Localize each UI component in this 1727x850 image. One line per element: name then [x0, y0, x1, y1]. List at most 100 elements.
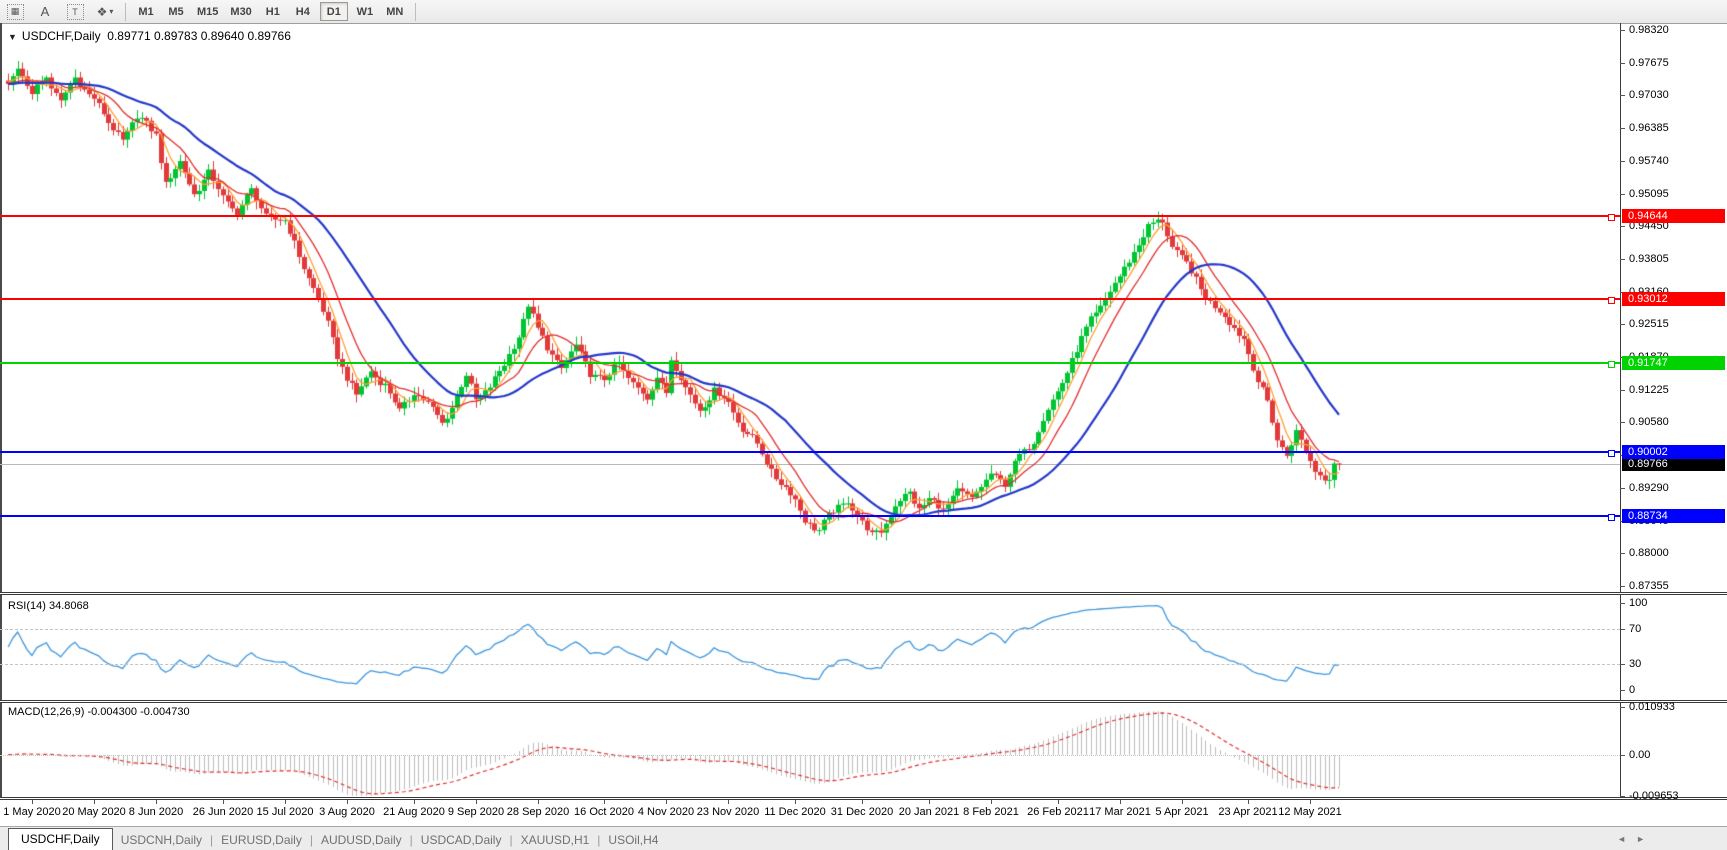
- chart-tab-bar: USDCHF,Daily USDCNH,Daily | EURUSD,Daily | AU…: [0, 826, 1727, 850]
- support-line-2[interactable]: [0, 515, 1620, 517]
- price-tick-mark: [1620, 586, 1625, 587]
- price-tick-mark: [1620, 63, 1625, 64]
- support-line-1-handle[interactable]: [1608, 450, 1615, 457]
- date-label[interactable]: 12 May 2021: [1278, 806, 1342, 818]
- date-tick-mark: [32, 800, 33, 804]
- price-tick-mark: [1620, 553, 1625, 554]
- date-tick-mark: [991, 800, 992, 804]
- collapse-triangle-icon[interactable]: ▼: [8, 32, 17, 42]
- date-label[interactable]: 8 Feb 2021: [963, 806, 1019, 818]
- current-price-label: 0.89766: [1622, 457, 1725, 471]
- tab-scroll-left-icon[interactable]: ◄: [1617, 834, 1627, 844]
- tab-scroll-controls: ◄ ►: [1617, 827, 1727, 850]
- support-line-1[interactable]: [0, 451, 1620, 453]
- date-label[interactable]: 28 Sep 2020: [506, 806, 570, 818]
- rsi-tick-label[interactable]: 100: [1629, 597, 1648, 609]
- quote-low: 0.89640: [200, 29, 245, 43]
- rsi-label: RSI(14) 34.8068: [8, 600, 89, 612]
- tab-usdcad-daily[interactable]: USDCAD,Daily: [420, 833, 502, 847]
- resistance-line-2-price-label: 0.93012: [1622, 292, 1725, 306]
- price-tick-mark: [1620, 324, 1625, 325]
- date-tick-mark: [929, 800, 930, 804]
- price-tick-label[interactable]: 0.90580: [1629, 416, 1669, 428]
- date-label[interactable]: 11 Dec 2020: [764, 806, 826, 818]
- date-tick-mark: [347, 800, 348, 804]
- date-tick-mark: [795, 800, 796, 804]
- date-label[interactable]: 23 Apr 2021: [1218, 806, 1278, 818]
- date-tick-mark: [1120, 800, 1121, 804]
- support-line-2-handle[interactable]: [1608, 514, 1615, 521]
- price-tick-label[interactable]: 0.97030: [1629, 89, 1669, 101]
- date-label[interactable]: 3 Aug 2020: [319, 806, 375, 818]
- rsi-tick-label[interactable]: 0: [1629, 684, 1636, 696]
- tab-xauusd-h1[interactable]: XAUUSD,H1: [520, 833, 590, 847]
- price-tick-mark: [1620, 226, 1625, 227]
- tab-eurusd-daily[interactable]: EURUSD,Daily: [221, 833, 302, 847]
- price-tick-label[interactable]: 0.89290: [1629, 482, 1669, 494]
- macd-zero-line: [0, 755, 1620, 756]
- macd-tick-label[interactable]: -0.009653: [1629, 790, 1679, 802]
- price-tick-label[interactable]: 0.93805: [1629, 253, 1669, 265]
- price-tick-label[interactable]: 0.96385: [1629, 122, 1669, 134]
- macd-tick-mark: [1620, 755, 1625, 756]
- rsi-tick-mark: [1620, 664, 1625, 665]
- price-tick-label[interactable]: 0.87355: [1629, 580, 1669, 592]
- date-tick-mark: [476, 800, 477, 804]
- tab-separator: |: [509, 833, 513, 847]
- price-tick-mark: [1620, 95, 1625, 96]
- tab-separator: |: [210, 833, 214, 847]
- date-label[interactable]: 16 Oct 2020: [574, 806, 634, 818]
- resistance-line-1[interactable]: [0, 215, 1620, 217]
- tab-separator: |: [309, 833, 313, 847]
- price-tick-label[interactable]: 0.98320: [1629, 24, 1669, 36]
- date-tick-mark: [94, 800, 95, 804]
- price-tick-label[interactable]: 0.94450: [1629, 220, 1669, 232]
- macd-tick-label[interactable]: 0.00: [1629, 749, 1651, 761]
- date-label[interactable]: 15 Jul 2020: [256, 806, 314, 818]
- date-tick-mark: [414, 800, 415, 804]
- quote-close: 0.89766: [247, 29, 291, 43]
- resistance-line-2-handle[interactable]: [1608, 297, 1615, 304]
- date-label[interactable]: 4 Nov 2020: [637, 806, 695, 818]
- pivot-line[interactable]: [0, 362, 1620, 364]
- tab-audusd-daily[interactable]: AUDUSD,Daily: [320, 833, 402, 847]
- resistance-line-2[interactable]: [0, 298, 1620, 300]
- date-axis[interactable]: 1 May 2020 20 May 2020 8 Jun 2020 26 Jun…: [0, 800, 1727, 826]
- date-label[interactable]: 8 Jun 2020: [128, 806, 184, 818]
- tab-scroll-right-icon[interactable]: ►: [1636, 834, 1645, 844]
- date-label[interactable]: 20 May 2020: [62, 806, 126, 818]
- date-label[interactable]: 17 Mar 2021: [1089, 806, 1151, 818]
- price-tick-label[interactable]: 0.95740: [1629, 155, 1669, 167]
- date-label[interactable]: 26 Feb 2021: [1027, 806, 1089, 818]
- date-label[interactable]: 21 Aug 2020: [383, 806, 445, 818]
- price-tick-label[interactable]: 0.95095: [1629, 188, 1669, 200]
- rsi-tick-label[interactable]: 70: [1629, 623, 1642, 635]
- pivot-line-handle[interactable]: [1608, 361, 1615, 368]
- date-tick-mark: [1182, 800, 1183, 804]
- date-label[interactable]: 1 May 2020: [3, 806, 61, 818]
- date-label[interactable]: 20 Jan 2021: [898, 806, 960, 818]
- date-label[interactable]: 31 Dec 2020: [830, 806, 894, 818]
- support-line-1-price-label: 0.90002: [1622, 445, 1725, 459]
- price-tick-label[interactable]: 0.97675: [1629, 57, 1669, 69]
- macd-tick-mark: [1620, 796, 1625, 797]
- price-tick-label[interactable]: 0.92515: [1629, 318, 1669, 330]
- rsi-tick-mark: [1620, 690, 1625, 691]
- tab-usoil-h4[interactable]: USOil,H4: [608, 833, 659, 847]
- tab-usdcnh-daily[interactable]: USDCNH,Daily: [120, 833, 203, 847]
- date-label[interactable]: 5 Apr 2021: [1155, 806, 1209, 818]
- price-tick-label[interactable]: 0.88000: [1629, 547, 1669, 559]
- date-label[interactable]: 23 Nov 2020: [696, 806, 760, 818]
- resistance-line-1-handle[interactable]: [1608, 214, 1615, 221]
- price-tick-mark: [1620, 422, 1625, 423]
- date-label[interactable]: 9 Sep 2020: [447, 806, 505, 818]
- macd-tick-label[interactable]: 0.010933: [1629, 701, 1675, 713]
- tab-usdchf-daily[interactable]: USDCHF,Daily: [8, 828, 113, 850]
- date-tick-mark: [1058, 800, 1059, 804]
- rsi-tick-label[interactable]: 30: [1629, 658, 1642, 670]
- price-tick-label[interactable]: 0.91225: [1629, 384, 1669, 396]
- macd-tick-mark: [1620, 707, 1625, 708]
- date-label[interactable]: 26 Jun 2020: [192, 806, 254, 818]
